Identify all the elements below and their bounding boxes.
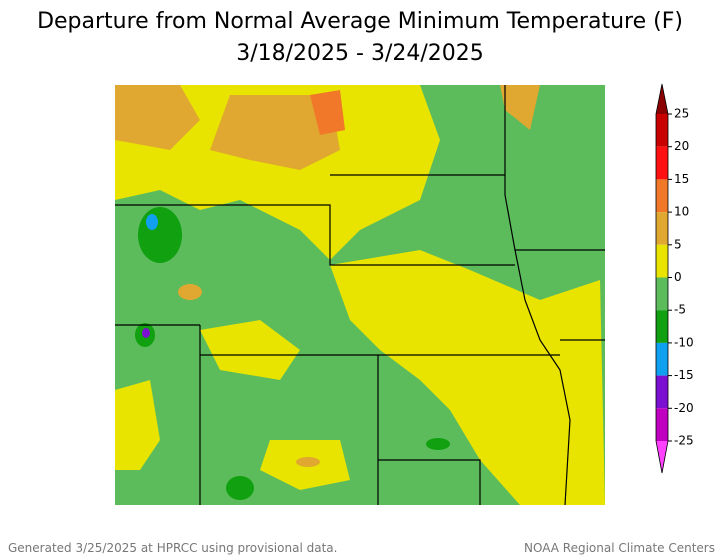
region-cold	[146, 214, 158, 230]
colorbar-band	[656, 179, 668, 213]
colorbar-arrow	[656, 441, 668, 473]
colorbar-label: 20	[674, 139, 689, 153]
region-warm	[210, 95, 340, 170]
region-warm	[115, 85, 440, 260]
state-boundaries	[115, 85, 605, 506]
colorbar-band	[656, 244, 668, 278]
colorbar-band	[656, 310, 668, 343]
colorbar-label: 0	[674, 270, 682, 284]
colorbar-label: 15	[674, 172, 689, 186]
region-warm	[115, 380, 160, 470]
colorbar-band	[656, 212, 668, 245]
colorbar-label: 10	[674, 205, 689, 219]
colorbar-label: -5	[674, 303, 686, 317]
map	[115, 85, 605, 506]
region-warm	[310, 90, 345, 135]
colorbar-label: 5	[674, 237, 682, 251]
region-cold	[426, 438, 450, 450]
region-warm	[296, 457, 320, 467]
colorbar-band	[656, 375, 668, 409]
region-warm	[200, 320, 300, 380]
colorbar-label: -25	[674, 434, 694, 448]
region-cold	[226, 476, 254, 500]
colorbar-label: 25	[674, 107, 689, 121]
region-warm	[500, 85, 540, 130]
title: Departure from Normal Average Minimum Te…	[37, 9, 683, 34]
colorbar-arrow	[656, 84, 668, 114]
colorbar-label: -15	[674, 368, 694, 382]
subtitle: 3/18/2025 - 3/24/2025	[236, 41, 484, 66]
colorbar: 25 20 15 10 5 0 -5 -10 -15 -20 -25	[655, 83, 694, 474]
region-warm	[330, 250, 605, 505]
footer-left: Generated 3/25/2025 at HPRCC using provi…	[8, 541, 337, 555]
colorbar-band	[656, 114, 668, 147]
colorbar-band	[656, 146, 668, 180]
colorbar-label: -10	[674, 335, 694, 349]
colorbar-band	[656, 277, 668, 311]
colorbar-band	[656, 342, 668, 376]
region-warm	[178, 284, 202, 300]
region-cold	[142, 328, 150, 338]
colorbar-label: -20	[674, 401, 694, 415]
region-warm	[115, 85, 200, 150]
region-cold	[138, 207, 182, 263]
footer-right: NOAA Regional Climate Centers	[524, 541, 715, 555]
colorbar-band	[656, 408, 668, 441]
